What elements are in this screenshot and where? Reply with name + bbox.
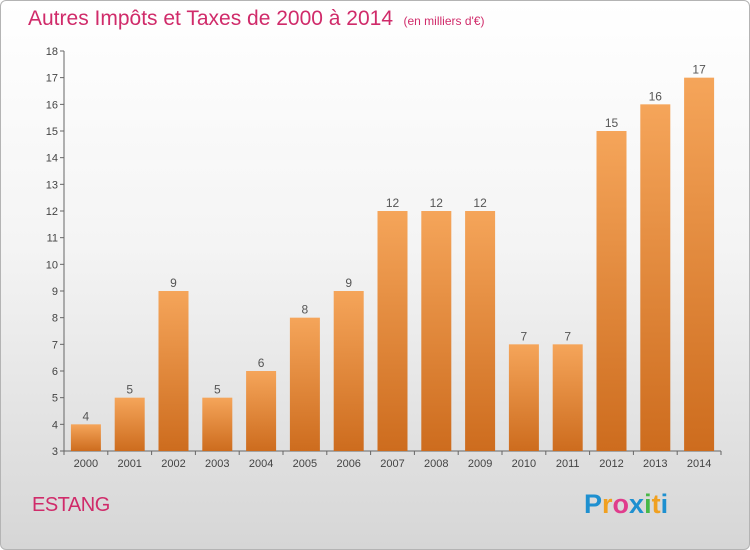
- data-label: 16: [649, 89, 663, 103]
- chart-title: Autres Impôts et Taxes de 2000 à 2014: [28, 7, 394, 30]
- y-tick-label: 3: [52, 446, 58, 458]
- bar: [552, 344, 583, 451]
- x-tick-label: 2003: [205, 458, 229, 470]
- x-tick-label: 2006: [336, 458, 360, 470]
- bar: [377, 211, 408, 451]
- data-label: 7: [564, 329, 571, 343]
- y-tick-label: 6: [52, 366, 58, 378]
- data-label: 9: [345, 276, 352, 290]
- bar: [246, 371, 277, 451]
- y-tick-label: 16: [46, 99, 58, 111]
- data-label: 6: [258, 356, 265, 370]
- bar: [289, 317, 320, 451]
- y-tick-label: 12: [46, 206, 58, 218]
- y-tick-label: 9: [52, 286, 58, 298]
- bar: [465, 211, 496, 451]
- logo-letter: x: [629, 489, 645, 519]
- y-tick-label: 4: [52, 419, 58, 431]
- y-tick-label: 10: [46, 259, 58, 271]
- chart-subtitle: (en milliers d'€): [403, 14, 485, 28]
- y-tick-label: 7: [52, 339, 58, 351]
- x-tick-label: 2012: [599, 458, 623, 470]
- x-tick-label: 2013: [643, 458, 667, 470]
- y-tick-label: 5: [52, 393, 58, 405]
- bar: [114, 397, 145, 451]
- logo-letter: i: [644, 489, 652, 519]
- logo-letter: t: [651, 489, 661, 519]
- bar: [508, 344, 539, 451]
- y-tick-label: 15: [46, 126, 58, 138]
- x-tick-label: 2005: [293, 458, 317, 470]
- y-tick-label: 14: [46, 153, 58, 165]
- bar: [158, 291, 189, 451]
- proxiti-logo: Proxiti: [584, 489, 668, 520]
- y-tick-label: 17: [46, 73, 58, 85]
- chart-labels: 2000 4 2001 5 2002 9 2003 5 2004 6 2005 8 2006 9 2007 1…: [74, 63, 712, 470]
- data-label: 8: [302, 303, 309, 317]
- bar: [684, 77, 715, 452]
- chart-bars: [70, 77, 715, 452]
- data-label: 7: [521, 329, 528, 343]
- x-tick-label: 2002: [161, 458, 185, 470]
- data-label: 12: [430, 196, 444, 210]
- x-tick-label: 2011: [556, 458, 580, 470]
- data-label: 17: [692, 63, 706, 77]
- y-tick-label: 18: [46, 46, 58, 58]
- x-tick-label: 2004: [249, 458, 273, 470]
- data-label: 12: [386, 196, 400, 210]
- bar: [70, 424, 101, 451]
- y-tick-label: 8: [52, 313, 58, 325]
- bar: [202, 397, 233, 451]
- data-label: 5: [126, 383, 133, 397]
- x-tick-label: 2010: [512, 458, 536, 470]
- bar: [640, 104, 671, 451]
- x-tick-label: 2000: [74, 458, 98, 470]
- title-row: Autres Impôts et Taxes de 2000 à 2014 (e…: [28, 7, 484, 31]
- logo-letter: o: [612, 489, 630, 519]
- data-label: 15: [605, 116, 619, 130]
- logo-letter: i: [660, 489, 669, 519]
- x-tick-label: 2007: [380, 458, 404, 470]
- data-label: 12: [473, 196, 487, 210]
- data-label: 5: [214, 383, 221, 397]
- y-tick-label: 11: [47, 233, 58, 245]
- bar: [421, 211, 452, 451]
- x-tick-label: 2009: [468, 458, 492, 470]
- y-tick-label: 13: [46, 179, 58, 191]
- bar: [333, 291, 364, 451]
- data-label: 9: [170, 276, 177, 290]
- x-tick-label: 2008: [424, 458, 448, 470]
- logo-letter: r: [602, 489, 613, 519]
- data-label: 4: [83, 409, 90, 423]
- logo-letter: P: [584, 489, 603, 519]
- commune-name: ESTANG: [32, 494, 110, 516]
- bar: [596, 131, 627, 451]
- x-tick-label: 2001: [117, 458, 141, 470]
- x-tick-label: 2014: [687, 458, 711, 470]
